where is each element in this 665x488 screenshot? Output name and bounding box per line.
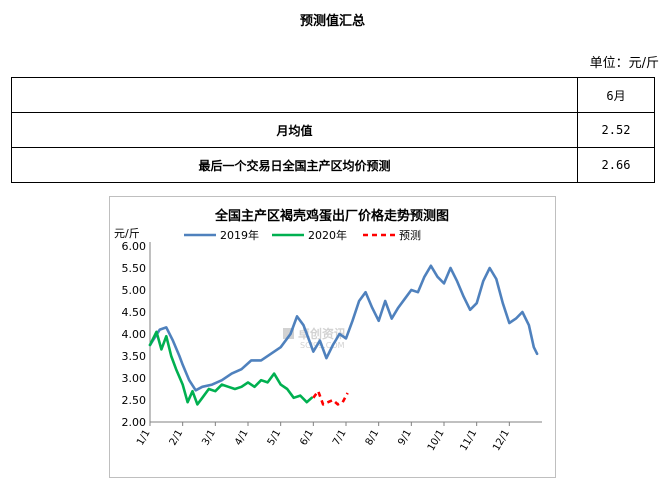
y-axis-ticks: 2.00 2.50 3.00 3.50 4.00 4.50 5.00 5.50 6.00 (122, 240, 147, 429)
x-tick-label: 12/1 (491, 428, 512, 453)
series-line-2 (148, 330, 313, 406)
y-tick-label: 3.00 (122, 372, 147, 385)
y-tick-label: 4.50 (122, 306, 147, 319)
unit-note: 单位：元/斤 (589, 56, 659, 71)
y-axis-label: 元/斤 (114, 227, 140, 240)
y-tick-label: 6.00 (122, 240, 147, 253)
x-tick-label: 2/1 (168, 428, 186, 447)
y-tick-label: 5.50 (122, 262, 147, 275)
x-tick-label: 7/1 (331, 428, 349, 447)
legend-label: 2020年 (308, 228, 347, 242)
table-row: 月均值 2.52 (11, 112, 655, 148)
series-line-3 (312, 389, 349, 406)
chart-series (148, 264, 539, 406)
chart-title: 全国主产区褐壳鸡蛋出厂价格走势预测图 (214, 208, 449, 224)
x-tick-label: 11/1 (459, 428, 480, 453)
x-axis-ticks: 1/1 2/1 3/1 4/1 5/1 6/1 7/1 8/1 9/1 10/1 11/1 12/1 (135, 422, 512, 453)
watermark-logo-icon (283, 328, 294, 339)
watermark-name: 卓创资讯 (298, 326, 346, 341)
legend-label: 预测 (399, 229, 421, 242)
row-label: 最后一个交易日全国主产区均价预测 (11, 147, 578, 183)
series-line-1 (148, 264, 539, 392)
chart-legend: 2019年 2020年 预测 (184, 228, 421, 242)
x-tick-label: 6/1 (298, 428, 316, 447)
legend-label: 2019年 (220, 228, 259, 242)
y-tick-label: 5.00 (122, 284, 147, 297)
chart-svg: 全国主产区褐壳鸡蛋出厂价格走势预测图 元/斤 2019年 2020年 预测 卓创资讯… (114, 208, 542, 453)
price-chart: 全国主产区褐壳鸡蛋出厂价格走势预测图 元/斤 2019年 2020年 预测 卓创资讯… (109, 196, 556, 478)
y-tick-label: 2.50 (122, 394, 147, 407)
row-value: 2.66 (577, 147, 655, 183)
y-tick-label: 4.00 (122, 328, 147, 341)
y-tick-label: 3.50 (122, 350, 147, 363)
table-row: 最后一个交易日全国主产区均价预测 2.66 (11, 147, 655, 183)
summary-table: 6月 月均值 2.52 最后一个交易日全国主产区均价预测 2.66 (11, 77, 655, 183)
header-month-cell: 6月 (577, 77, 655, 113)
row-label: 月均值 (11, 112, 578, 148)
x-tick-label: 1/1 (135, 428, 153, 447)
row-value: 2.52 (577, 112, 655, 148)
x-tick-label: 9/1 (396, 428, 414, 447)
chart-axes (149, 242, 542, 423)
header-label-cell (11, 77, 578, 113)
x-tick-label: 4/1 (233, 428, 251, 447)
x-tick-label: 3/1 (200, 428, 218, 447)
x-tick-label: 10/1 (426, 428, 447, 453)
x-tick-label: 8/1 (364, 428, 382, 447)
table-header-row: 6月 (11, 77, 655, 113)
x-tick-label: 5/1 (266, 428, 284, 447)
page-title: 预测值汇总 (299, 14, 365, 29)
y-tick-label: 2.00 (122, 416, 147, 429)
